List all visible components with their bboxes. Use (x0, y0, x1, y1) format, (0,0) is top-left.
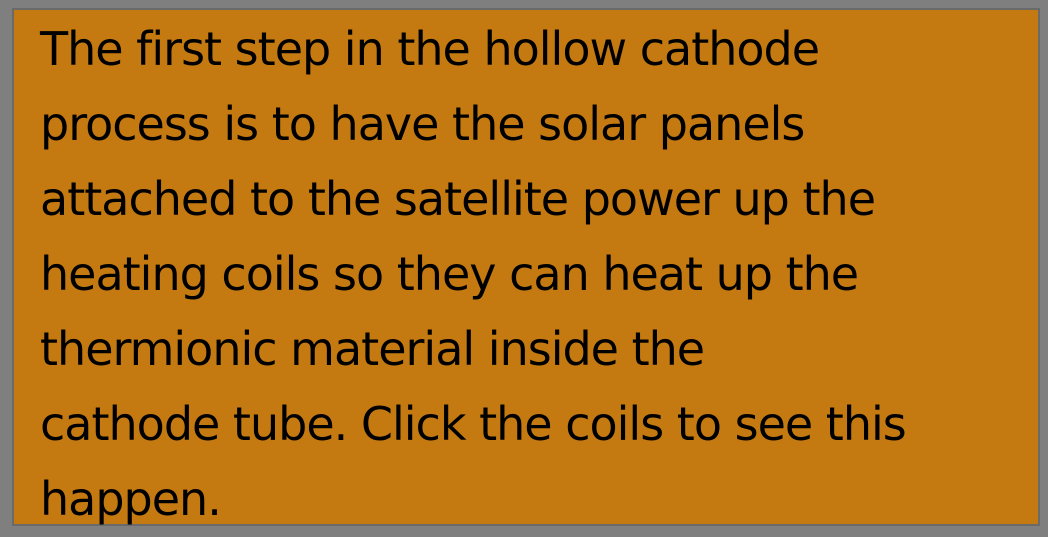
instruction-line-6: cathode tube. Click the coils to see thi… (40, 397, 907, 451)
instruction-line-7: happen. (40, 472, 222, 526)
instruction-line-5: thermionic material inside the (40, 322, 705, 376)
instruction-line-2: process is to have the solar panels (40, 97, 805, 151)
instruction-line-4: heating coils so they can heat up the (40, 247, 859, 301)
instruction-panel: The first step in the hollow cathode pro… (12, 8, 1040, 526)
instruction-line-1: The first step in the hollow cathode (40, 22, 820, 76)
instruction-text: The first step in the hollow cathode pro… (40, 12, 1040, 537)
instruction-line-3: attached to the satellite power up the (40, 172, 876, 226)
